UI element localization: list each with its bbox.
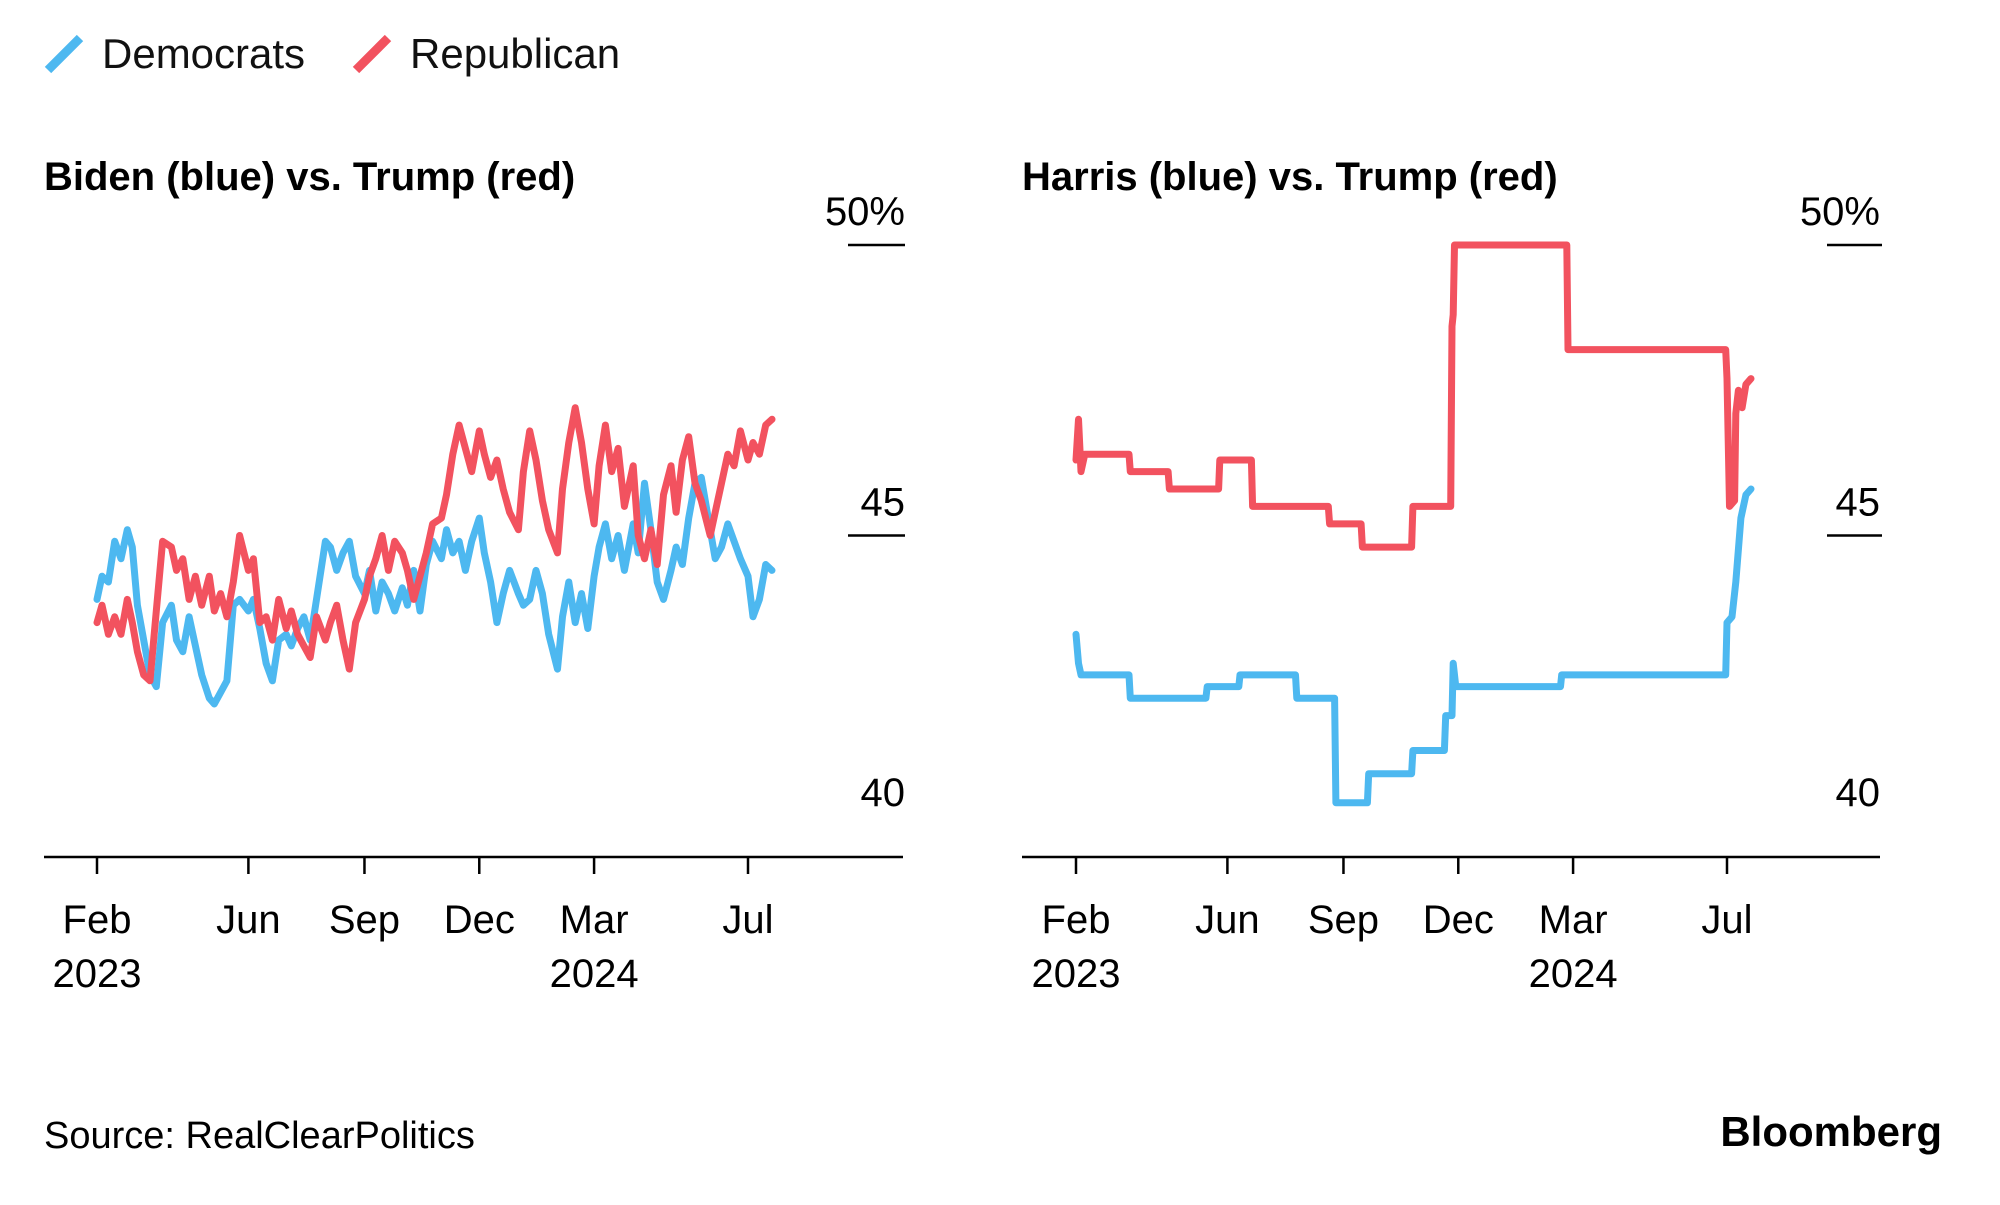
panel-biden-vs-trump: Biden (blue) vs. Trump (red) 50% 45 40 Feb 2… [44, 155, 905, 996]
x-tick-label-jul: Jul [722, 898, 773, 942]
series-line-democrats [93, 473, 776, 708]
source-note: Source: RealClearPolitics [44, 1115, 475, 1157]
y-tick-label-50: 50% [825, 190, 905, 234]
legend-label-republican: Republican [410, 30, 620, 77]
panel-title-biden-vs-trump: Biden (blue) vs. Trump (red) [44, 155, 575, 199]
x-tick-label-feb: Feb [63, 898, 132, 942]
legend: Democrats Republican [44, 30, 620, 77]
y-tick-label-40: 40 [861, 771, 906, 815]
x-tick-year-2024: 2024 [1529, 952, 1618, 996]
x-tick-label-mar: Mar [560, 898, 629, 942]
y-tick-label-45: 45 [861, 481, 906, 525]
legend-label-democrats: Democrats [102, 30, 305, 77]
series-line-republican [1072, 241, 1755, 551]
x-tick-label-mar: Mar [1539, 898, 1608, 942]
x-tick-label-jul: Jul [1701, 898, 1752, 942]
series-line-republican [93, 404, 776, 685]
x-tick-label-dec: Dec [444, 898, 515, 942]
x-tick-label-feb: Feb [1042, 898, 1111, 942]
x-tick-year-2023: 2023 [53, 952, 142, 996]
x-tick-label-dec: Dec [1423, 898, 1494, 942]
x-tick-year-2024: 2024 [550, 952, 639, 996]
legend-swatch-republican [352, 34, 392, 74]
x-tick-label-sep: Sep [1308, 898, 1379, 942]
bloomberg-logo: Bloomberg [1720, 1108, 1942, 1155]
x-tick-year-2023: 2023 [1032, 952, 1121, 996]
x-tick-label-jun: Jun [216, 898, 281, 942]
y-tick-label-40: 40 [1836, 771, 1881, 815]
series-line-democrats [1072, 485, 1755, 807]
panel-title-harris-vs-trump: Harris (blue) vs. Trump (red) [1022, 155, 1558, 199]
legend-swatch-democrats [44, 34, 84, 74]
panel-harris-vs-trump: Harris (blue) vs. Trump (red) 50% 45 40 Feb… [1022, 155, 1882, 996]
x-tick-label-jun: Jun [1195, 898, 1260, 942]
x-tick-label-sep: Sep [329, 898, 400, 942]
y-tick-label-45: 45 [1836, 481, 1881, 525]
y-tick-label-50: 50% [1800, 190, 1880, 234]
